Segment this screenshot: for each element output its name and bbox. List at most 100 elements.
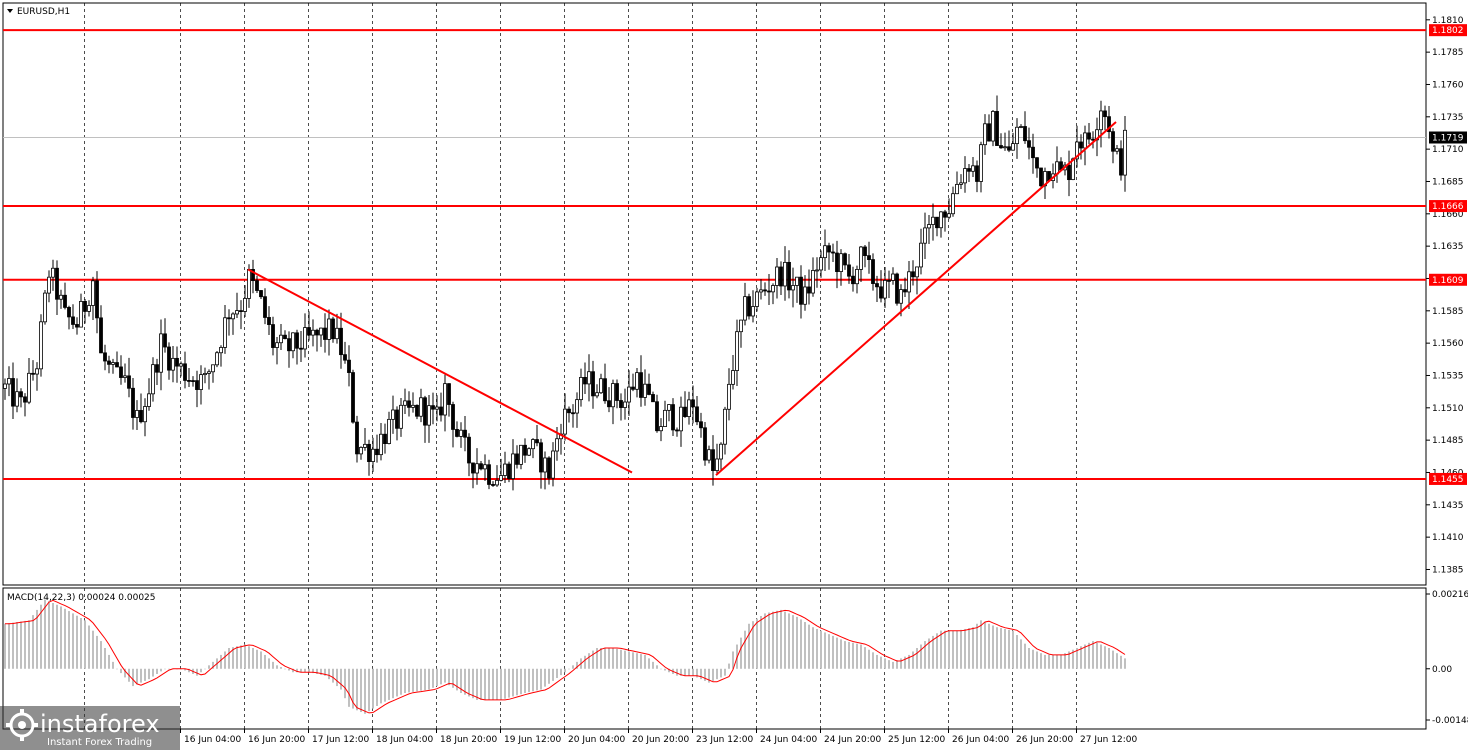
candle bbox=[211, 364, 215, 383]
candle-body-bear bbox=[255, 280, 259, 291]
macd-bar bbox=[444, 668, 446, 683]
candle bbox=[567, 406, 571, 423]
time-tick-label: 25 Jun 12:00 bbox=[888, 735, 945, 745]
candle bbox=[223, 305, 227, 354]
macd-bar bbox=[1092, 641, 1094, 669]
candle bbox=[83, 299, 87, 324]
candle-body-bear bbox=[239, 310, 243, 313]
macd-bar bbox=[252, 648, 254, 669]
macd-bar bbox=[1088, 642, 1090, 669]
macd-bar bbox=[916, 648, 918, 669]
triangle-down-icon[interactable] bbox=[7, 9, 13, 13]
candle-body-bear bbox=[267, 317, 271, 325]
macd-bar bbox=[228, 648, 230, 669]
macd-bar bbox=[712, 668, 714, 681]
candle bbox=[803, 275, 807, 311]
candle bbox=[87, 300, 91, 317]
candle bbox=[311, 319, 315, 347]
candle-body-bull bbox=[43, 292, 47, 323]
macd-bar bbox=[104, 648, 106, 669]
macd-bar bbox=[100, 641, 102, 669]
candle-body-bull bbox=[459, 429, 463, 437]
candle bbox=[599, 373, 603, 394]
candle bbox=[723, 406, 727, 455]
candle bbox=[431, 392, 435, 425]
candle-body-bear bbox=[987, 123, 991, 142]
candle-body-bull bbox=[915, 266, 919, 278]
candle bbox=[807, 269, 811, 305]
level-label-text: 1.1802 bbox=[1432, 26, 1464, 36]
macd-bar bbox=[880, 656, 882, 669]
macd-bar bbox=[208, 665, 210, 669]
candle-body-bull bbox=[667, 404, 671, 411]
macd-bar bbox=[1116, 653, 1118, 669]
candle bbox=[579, 368, 583, 407]
candle-body-bear bbox=[175, 357, 179, 367]
candle bbox=[987, 114, 991, 142]
candle bbox=[255, 275, 259, 293]
candle bbox=[71, 304, 75, 330]
macd-bar bbox=[432, 668, 434, 688]
candle bbox=[839, 249, 843, 286]
candle bbox=[687, 391, 691, 425]
candle bbox=[543, 451, 547, 490]
macd-bar bbox=[468, 668, 470, 697]
time-tick-label: 23 Jun 12:00 bbox=[696, 735, 753, 745]
macd-bar bbox=[964, 628, 966, 669]
candle bbox=[435, 395, 439, 422]
macd-bar bbox=[732, 651, 734, 669]
macd-bar bbox=[872, 652, 874, 669]
candle bbox=[63, 282, 67, 310]
candle-body-bull bbox=[319, 327, 323, 336]
symbol-header[interactable]: EURUSD,H1 bbox=[7, 7, 70, 17]
candle bbox=[495, 465, 499, 487]
macd-bar bbox=[88, 625, 90, 669]
candle-body-bear bbox=[463, 429, 467, 438]
candle bbox=[947, 198, 951, 220]
candle-body-bull bbox=[1019, 126, 1023, 128]
macd-bar bbox=[700, 668, 702, 680]
time-tick-label: 27 Jun 12:00 bbox=[1080, 735, 1137, 745]
macd-bar bbox=[924, 641, 926, 669]
candle bbox=[527, 447, 531, 456]
candle-body-bull bbox=[111, 362, 115, 365]
candle bbox=[371, 437, 375, 472]
candle bbox=[1083, 125, 1087, 166]
candle bbox=[539, 438, 543, 489]
macd-bar bbox=[1056, 654, 1058, 669]
candle bbox=[19, 388, 23, 408]
time-tick-label: 20 Jun 04:00 bbox=[568, 735, 625, 745]
macd-bar bbox=[368, 668, 370, 712]
candle-body-bull bbox=[279, 334, 283, 344]
candle-body-bull bbox=[791, 285, 795, 291]
candle-body-bear bbox=[879, 286, 883, 299]
candle bbox=[779, 261, 783, 295]
candle bbox=[799, 265, 803, 319]
candle bbox=[363, 427, 367, 451]
candle-body-bear bbox=[763, 289, 767, 292]
candle-body-bear bbox=[935, 216, 939, 229]
candle bbox=[55, 260, 59, 316]
macd-bar bbox=[80, 618, 82, 669]
macd-bar bbox=[584, 655, 586, 669]
macd-bar bbox=[504, 668, 506, 699]
level-label-box bbox=[1429, 273, 1467, 286]
candle bbox=[479, 460, 483, 471]
macd-bar bbox=[400, 668, 402, 695]
macd-bar bbox=[944, 630, 946, 669]
candle bbox=[467, 433, 471, 477]
level-label-text: 1.1666 bbox=[1432, 202, 1464, 212]
candle-body-bull bbox=[511, 453, 515, 479]
candle-body-bull bbox=[151, 364, 155, 395]
candle-body-bear bbox=[467, 436, 471, 464]
macd-bar bbox=[596, 648, 598, 669]
candle-body-bear bbox=[807, 286, 811, 294]
macd-bar bbox=[608, 648, 610, 669]
candle bbox=[179, 361, 183, 377]
candle-body-bear bbox=[675, 429, 679, 432]
candle bbox=[47, 270, 51, 303]
macd-bar bbox=[412, 668, 414, 692]
macd-bar bbox=[592, 650, 594, 669]
macd-bar bbox=[556, 668, 558, 678]
macd-bar bbox=[544, 668, 546, 687]
